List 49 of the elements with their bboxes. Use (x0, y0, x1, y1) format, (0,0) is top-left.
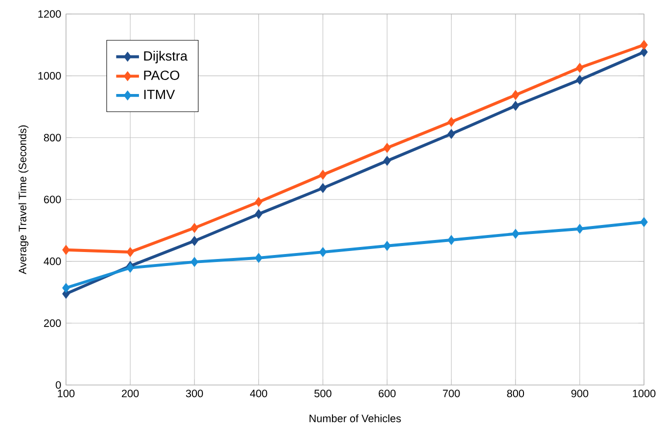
x-tick-label: 200 (122, 390, 139, 398)
point (640, 217, 648, 227)
point (62, 244, 70, 255)
point (254, 197, 262, 207)
x-tick-label: 800 (507, 390, 524, 398)
point (190, 236, 198, 246)
point (126, 247, 134, 257)
x-tick-label: 600 (378, 390, 396, 398)
y-tick-label: 0 (56, 381, 61, 389)
legend-label: Dijkstra (144, 50, 188, 64)
x-axis-title: Number of Vehicles (310, 414, 401, 422)
point (448, 116, 456, 127)
point (383, 240, 391, 251)
y-tick-label: 400 (44, 258, 61, 266)
x-tick-label: 100 (58, 390, 74, 398)
y-tick-label: 1200 (38, 10, 61, 18)
point (512, 228, 520, 239)
point (512, 90, 520, 100)
point (254, 209, 262, 219)
point (319, 183, 327, 193)
point (576, 224, 584, 234)
point (190, 223, 198, 233)
point (254, 252, 262, 263)
x-tick-label: 400 (250, 390, 268, 398)
y-tick-label: 800 (44, 134, 61, 142)
point (448, 235, 456, 245)
point (383, 142, 391, 153)
point (319, 247, 327, 257)
y-axis-title: Average Travel Time (Seconds) (18, 125, 28, 274)
x-tick-label: 1000 (632, 390, 656, 398)
point (319, 170, 327, 180)
x-tick-label: 300 (186, 390, 203, 398)
x-tick-label: 500 (314, 390, 332, 398)
point (640, 47, 648, 57)
point (512, 100, 520, 111)
point (640, 40, 648, 50)
point (576, 74, 584, 85)
x-tick-label: 700 (442, 390, 460, 398)
point (576, 62, 584, 73)
point (190, 257, 198, 267)
legend-label: ITMV (144, 90, 175, 100)
y-tick-label: 200 (44, 319, 61, 327)
y-tick-label: 1000 (38, 72, 61, 80)
point (448, 129, 456, 139)
point (383, 156, 391, 166)
x-tick-label: 900 (571, 390, 588, 398)
legend-label: PACO (144, 70, 180, 80)
point (62, 282, 70, 293)
y-tick-label: 600 (44, 196, 61, 204)
